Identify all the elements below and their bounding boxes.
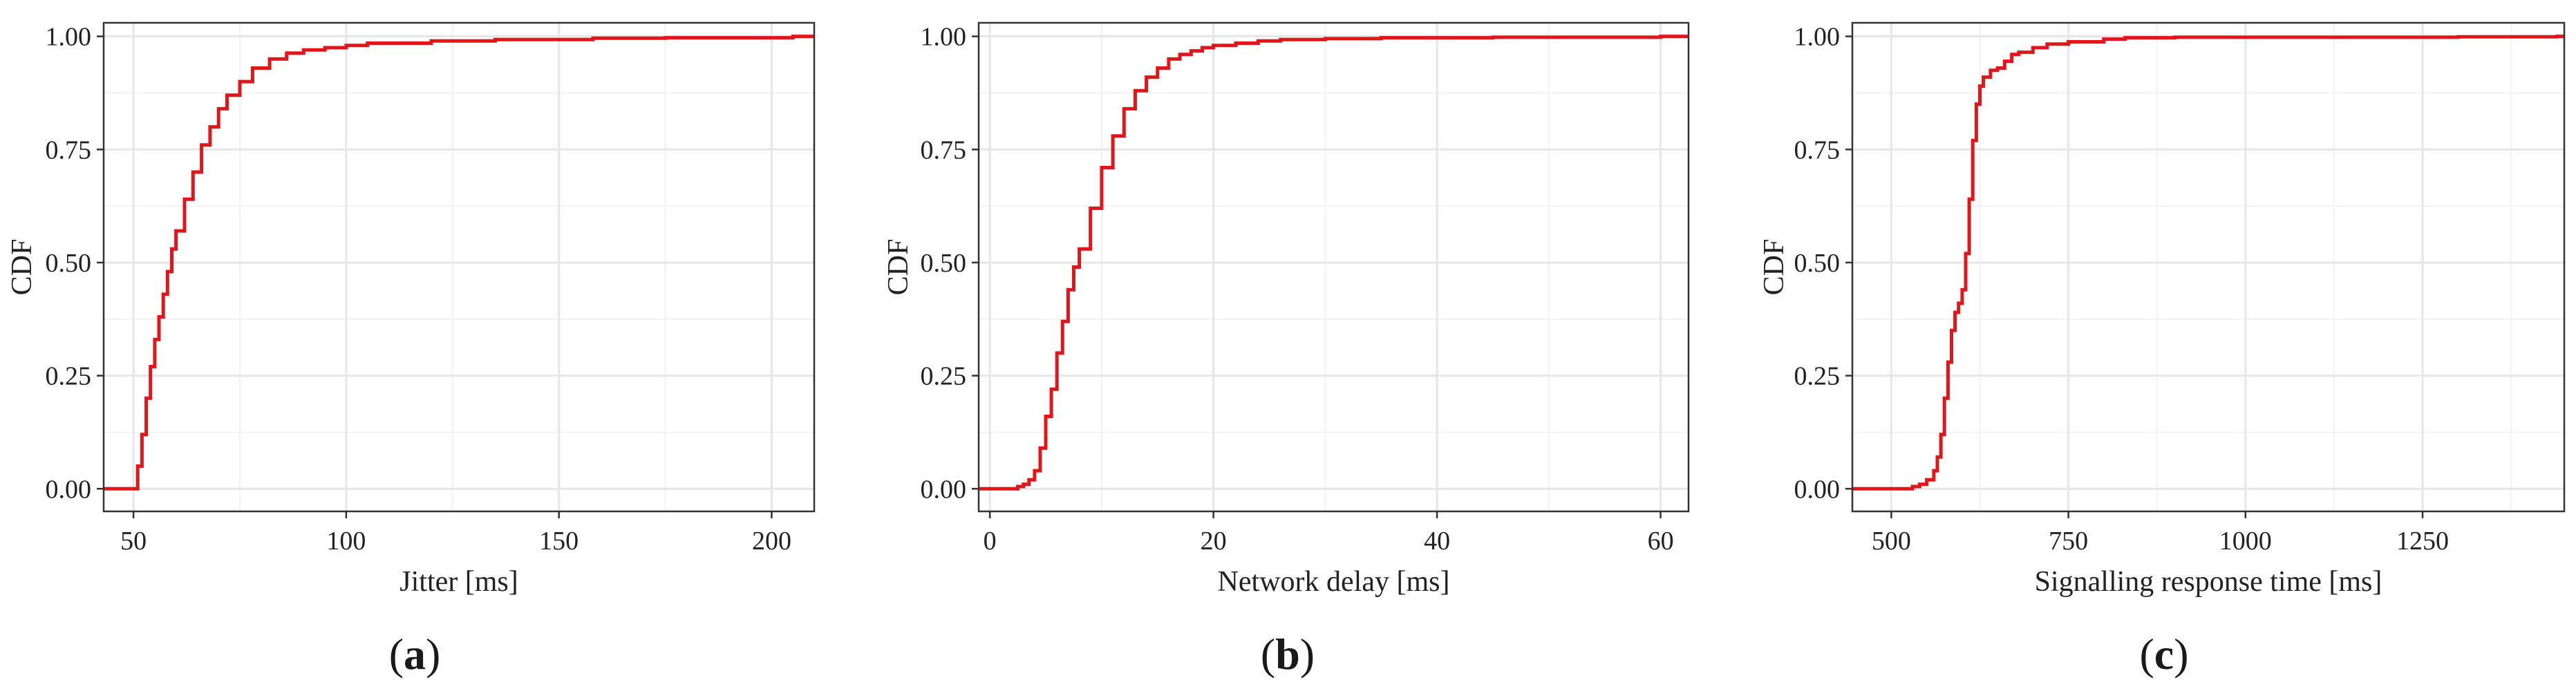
chart-c: 500 750 1000 1250 0.00 0.25 0.50 0.75 1.00 Signal… (1758, 21, 2566, 598)
y-axis-title: CDF (6, 239, 38, 296)
y-tick-label: 0.75 (921, 135, 967, 164)
caption-b: (b) (1260, 630, 1315, 679)
cdf-line (979, 35, 1689, 491)
y-tick-label: 0.00 (1794, 475, 1841, 504)
y-tick-label: 0.25 (46, 362, 92, 391)
x-tick-label: 1250 (2396, 527, 2449, 556)
x-tick-label: 200 (752, 527, 791, 556)
caption-a: (a) (388, 630, 441, 679)
y-tick-label: 0.00 (921, 475, 967, 504)
y-tick-label: 0.00 (46, 475, 92, 504)
caption-c: (c) (2139, 630, 2189, 679)
x-tick-label: 150 (539, 527, 579, 556)
cdf-line (1852, 35, 2564, 491)
x-axis-title: Signalling response time [ms] (2035, 566, 2382, 598)
chart-panel-a: 50 100 150 200 0.00 0.25 0.50 0.75 1.00 Jitter [m… (0, 0, 829, 680)
y-axis-title: CDF (1758, 239, 1790, 296)
x-tick-label: 750 (2049, 527, 2088, 556)
x-tick-label: 0 (984, 527, 997, 556)
x-tick-label: 500 (1872, 527, 1911, 556)
x-tick-label: 40 (1424, 527, 1450, 556)
x-tick-label: 50 (120, 527, 147, 556)
plot-border (102, 21, 816, 513)
y-tick-label: 0.75 (46, 135, 92, 164)
y-tick-label: 0.50 (46, 249, 92, 278)
y-tick-label: 1.00 (921, 23, 967, 52)
x-tick-label: 20 (1201, 527, 1227, 556)
plot-border (977, 21, 1690, 513)
y-tick-label: 0.50 (1794, 249, 1841, 278)
plot-background (1852, 23, 2564, 511)
y-axis-title: CDF (883, 239, 914, 296)
cdf-line (104, 35, 814, 491)
x-axis-title: Jitter [ms] (399, 566, 518, 598)
chart-a: 50 100 150 200 0.00 0.25 0.50 0.75 1.00 Jitter [m… (6, 21, 816, 598)
y-tick-label: 1.00 (1794, 23, 1841, 52)
chart-panel-c: 500 750 1000 1250 0.00 0.25 0.50 0.75 1.00 Signal… (1752, 0, 2576, 680)
y-tick-label: 0.25 (1794, 362, 1841, 391)
y-tick-label: 1.00 (46, 23, 92, 52)
x-tick-label: 100 (326, 527, 366, 556)
plot-border (1851, 21, 2566, 513)
x-axis-title: Network delay [ms] (1218, 566, 1450, 598)
x-tick-label: 1000 (2219, 527, 2272, 556)
x-tick-label: 60 (1648, 527, 1674, 556)
y-tick-label: 0.50 (921, 249, 967, 278)
y-tick-label: 0.25 (921, 362, 967, 391)
y-tick-label: 0.75 (1794, 135, 1841, 164)
plot-background (104, 23, 814, 511)
plot-background (979, 23, 1689, 511)
chart-b: 0 20 40 60 0.00 0.25 0.50 0.75 1.00 Network delay… (883, 21, 1690, 598)
chart-panel-b: 0 20 40 60 0.00 0.25 0.50 0.75 1.00 Network delay… (876, 0, 1699, 680)
